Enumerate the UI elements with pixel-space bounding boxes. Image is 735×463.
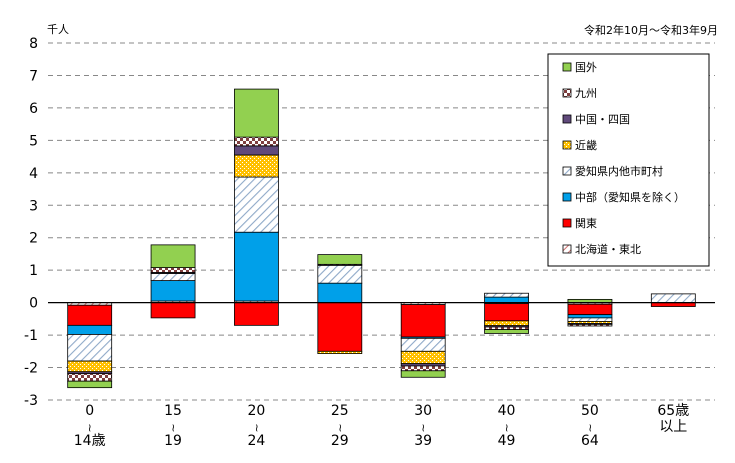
legend-swatch xyxy=(562,192,572,202)
y-tick-label: 1 xyxy=(29,263,38,279)
bar-segment xyxy=(317,282,363,304)
y-tick-label: 2 xyxy=(29,231,38,247)
x-tick-label-top: 50 xyxy=(581,403,599,419)
legend-swatch xyxy=(562,244,572,254)
bar-segment xyxy=(400,337,446,352)
bar-segment xyxy=(150,273,196,281)
bar-segment xyxy=(150,244,196,268)
legend-label: 近畿 xyxy=(575,138,597,152)
x-tick-label-bottom: 24 xyxy=(248,433,266,449)
x-tick-label-top: 25 xyxy=(331,403,349,419)
legend-swatch xyxy=(562,140,572,150)
legend-swatch xyxy=(562,88,572,98)
bar-segment xyxy=(67,380,113,389)
bar-segment xyxy=(567,314,613,319)
x-tick-label-bottom: 39 xyxy=(414,433,432,449)
x-tick-label-top: 0 xyxy=(85,403,94,419)
bar-segment xyxy=(484,303,529,322)
x-tick-tilde: ~ xyxy=(250,423,263,432)
bar-segment xyxy=(484,329,529,334)
legend-swatch xyxy=(562,166,572,176)
bar-segment xyxy=(234,302,279,326)
x-tick-label-bottom: 64 xyxy=(581,433,599,449)
x-tick-tilde: ~ xyxy=(417,423,430,432)
x-tick-tilde: ~ xyxy=(334,423,347,432)
y-tick-label: 4 xyxy=(29,166,38,182)
legend-swatch xyxy=(562,62,572,72)
bar-segment xyxy=(317,350,363,354)
bar-segment xyxy=(400,370,446,378)
y-tick-label: -2 xyxy=(24,361,38,377)
legend-swatch xyxy=(562,114,572,124)
legend-label: 関東 xyxy=(575,217,597,230)
y-tick-label: 0 xyxy=(29,296,38,312)
x-tick-label-bottom: 29 xyxy=(331,433,349,449)
bar-segment xyxy=(400,304,446,338)
x-tick-label-top: 15 xyxy=(164,403,182,419)
bar-segment xyxy=(567,323,613,327)
bar-segment xyxy=(234,145,279,156)
x-tick-label-top: 40 xyxy=(498,403,516,419)
bar-segment xyxy=(567,317,613,322)
y-tick-label: 7 xyxy=(29,68,38,84)
bar-segment xyxy=(67,373,113,382)
bar-segment xyxy=(400,350,446,365)
bar-segment xyxy=(234,154,279,178)
x-tick-label-bottom: 49 xyxy=(498,433,516,449)
bar-segment xyxy=(67,334,113,362)
y-tick-label: 8 xyxy=(29,36,38,52)
legend-label: 九州 xyxy=(575,87,597,100)
x-tick-label-bottom: 14歳 xyxy=(74,433,106,449)
x-tick-tilde: ~ xyxy=(584,423,597,432)
bar-segment xyxy=(67,360,113,373)
legend-label: 中国・四国 xyxy=(575,113,630,126)
bar-segment xyxy=(234,88,279,138)
bar-segment xyxy=(484,292,529,298)
bar-segment xyxy=(234,231,279,302)
bar-segment xyxy=(650,293,696,304)
y-tick-label: 6 xyxy=(29,101,38,117)
legend-swatch xyxy=(562,218,572,228)
bar-segment xyxy=(484,296,529,304)
y-tick-label: -1 xyxy=(24,328,38,344)
x-tick-tilde: ~ xyxy=(84,423,97,432)
bar-segment xyxy=(317,254,363,265)
bar-segment xyxy=(67,324,113,335)
x-tick-label-bottom: 19 xyxy=(164,433,182,449)
bars xyxy=(67,88,696,389)
bar-segment xyxy=(400,365,446,372)
y-axis-ticks: -3 -2 -1 0 1 2 3 4 5 6 7 8 xyxy=(24,36,38,409)
legend-box xyxy=(547,53,710,267)
unit-label: 千人 xyxy=(47,23,69,36)
x-tick-label-top: 30 xyxy=(414,403,432,419)
x-tick-tilde: ~ xyxy=(167,423,180,432)
y-tick-label: 3 xyxy=(29,198,38,214)
legend-label: 北海道・東北 xyxy=(575,242,641,256)
bar-segment xyxy=(234,176,279,233)
bar-segment xyxy=(150,280,196,302)
bar-segment xyxy=(150,267,196,273)
period-label: 令和2年10月～令和3年9月 xyxy=(584,23,718,37)
bar-segment xyxy=(317,302,363,352)
x-tick-label-top: 65歳 xyxy=(657,403,689,419)
bar-segment xyxy=(234,136,279,147)
bar-segment xyxy=(484,320,529,327)
legend-label: 中部（愛知県を除く） xyxy=(575,190,685,204)
bar-segment xyxy=(567,303,613,316)
legend-label: 愛知県内他市町村 xyxy=(575,164,663,178)
bar-segment xyxy=(150,302,196,319)
x-tick-label-bottom: 以上 xyxy=(659,419,687,435)
y-tick-label: -3 xyxy=(24,393,38,409)
x-tick-label-top: 20 xyxy=(248,403,266,419)
legend-label: 国外 xyxy=(575,61,597,74)
y-tick-label: 5 xyxy=(29,133,38,149)
x-tick-tilde: ~ xyxy=(501,423,514,432)
bar-segment xyxy=(67,304,113,326)
bar-segment xyxy=(317,264,363,284)
